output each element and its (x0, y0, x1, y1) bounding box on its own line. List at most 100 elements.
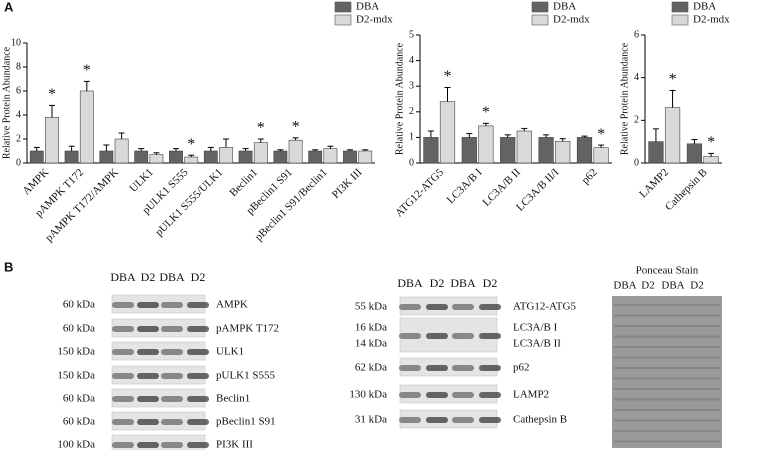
y-tick-label: 2 (634, 115, 639, 126)
legend-label: DBA (693, 1, 716, 13)
protein-label: pBeclin1 S91 (216, 416, 276, 428)
y-tick-label: 4 (16, 109, 21, 120)
kda-label: 60 kDa (63, 299, 95, 311)
significance: * (482, 104, 490, 121)
bar (219, 147, 233, 164)
kda-label: 130 kDa (349, 389, 387, 401)
blot-band (137, 326, 159, 332)
blot-band (187, 302, 209, 308)
bar (478, 125, 494, 164)
blot-band (187, 349, 209, 355)
protein-label: LC3A/B I (513, 322, 558, 334)
blot-band (452, 392, 474, 398)
blot-band (112, 396, 134, 402)
blot-band (426, 333, 448, 339)
blot-band (161, 373, 183, 379)
lane-label: D2 (483, 276, 498, 290)
bar (203, 150, 218, 164)
blot-band (112, 373, 134, 379)
bar (64, 150, 79, 164)
significance: * (187, 136, 195, 153)
blot-band (426, 304, 448, 310)
protein-label: LAMP2 (513, 389, 549, 401)
kda-label: 14 kDa (355, 338, 387, 350)
kda-label: 31 kDa (355, 414, 387, 426)
legend-label: D2-mdx (693, 14, 730, 26)
protein-label: ULK1 (216, 346, 244, 358)
blot-band (137, 419, 159, 425)
x-tick-label: AMPK (20, 166, 51, 197)
kda-label: 60 kDa (63, 323, 95, 335)
blot-band (137, 396, 159, 402)
blot-band (137, 442, 159, 448)
y-tick-label: 1 (409, 132, 414, 143)
y-tick-label: 8 (16, 61, 21, 72)
blot-band (479, 333, 501, 339)
lane-label: D2 (430, 276, 445, 290)
protein-label: Beclin1 (216, 393, 250, 405)
blot-band (452, 304, 474, 310)
blot-band (112, 442, 134, 448)
blot-band (161, 349, 183, 355)
blot-band (452, 417, 474, 423)
y-tick-label: 4 (634, 72, 639, 83)
y-axis-label: Relative Protein Abundance (394, 42, 405, 155)
bar (308, 150, 323, 164)
blot-band (452, 333, 474, 339)
panel-label: A (4, 0, 14, 14)
bar (439, 101, 456, 164)
x-tick-label: pULK1 S555/ULK1 (153, 166, 225, 238)
bar (79, 90, 94, 164)
significance: * (292, 118, 300, 135)
legend-label: DBA (356, 1, 379, 13)
bar (516, 130, 532, 164)
blot-band (426, 365, 448, 371)
x-tick-label: LC3A/B I (445, 166, 485, 206)
bar (358, 150, 373, 164)
protein-label: pAMPK T172 (216, 323, 279, 335)
blot-band (187, 396, 209, 402)
blot-band (187, 326, 209, 332)
legend-swatch (671, 14, 689, 26)
x-tick-label: p62 (580, 166, 600, 186)
y-tick-label: 2 (409, 106, 414, 117)
blot-band (426, 392, 448, 398)
y-tick-label: 10 (11, 37, 21, 48)
blot-band (112, 326, 134, 332)
bar (343, 150, 357, 164)
blot-band (399, 304, 421, 310)
bar (45, 117, 59, 164)
ponceau-membrane (612, 296, 722, 448)
lane-label: D2 (690, 280, 703, 292)
y-axis-label: Relative Protein Abundance (619, 42, 630, 155)
x-tick-label: Beclin1 (227, 166, 260, 199)
legend-swatch (671, 1, 689, 13)
bar (149, 154, 164, 164)
bar (576, 137, 593, 164)
significance: * (669, 71, 677, 88)
blot-band (112, 349, 134, 355)
legend-swatch (531, 14, 549, 26)
lane-label: DBA (397, 276, 423, 290)
x-tick-label: ULK1 (127, 166, 155, 194)
kda-label: 150 kDa (57, 346, 95, 358)
blot-band (161, 326, 183, 332)
kda-label: 62 kDa (355, 362, 387, 374)
bar (703, 156, 719, 164)
bar (664, 107, 681, 164)
bar (288, 139, 303, 164)
significance: * (257, 120, 265, 137)
kda-label: 60 kDa (63, 393, 95, 405)
y-tick-label: 0 (16, 157, 21, 168)
significance: * (83, 62, 91, 79)
protein-label: pULK1 S555 (216, 370, 275, 382)
significance: * (443, 68, 451, 85)
significance: * (48, 86, 56, 103)
blot-band (137, 349, 159, 355)
kda-label: 55 kDa (355, 301, 387, 313)
blot-band (161, 396, 183, 402)
bar (169, 150, 183, 164)
legend-swatch (531, 1, 549, 13)
kda-label: 60 kDa (63, 416, 95, 428)
blot-band (161, 442, 183, 448)
